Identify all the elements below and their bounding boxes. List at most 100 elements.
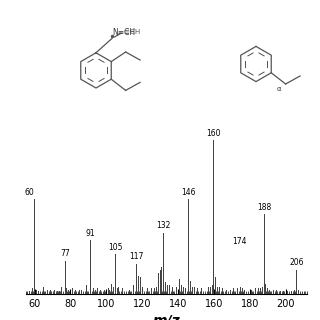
- Bar: [219, 287, 220, 294]
- Bar: [258, 288, 259, 294]
- Bar: [81, 290, 82, 294]
- Bar: [280, 291, 281, 294]
- Text: N≡CH: N≡CH: [113, 28, 136, 37]
- Bar: [111, 284, 112, 294]
- Text: 146: 146: [181, 188, 196, 196]
- Bar: [95, 290, 96, 294]
- Bar: [93, 288, 94, 294]
- Bar: [54, 290, 55, 294]
- Bar: [192, 287, 193, 294]
- Bar: [83, 287, 84, 294]
- Bar: [32, 288, 33, 294]
- Bar: [50, 290, 51, 294]
- Bar: [233, 288, 234, 294]
- Bar: [68, 290, 69, 294]
- Bar: [163, 233, 164, 294]
- Bar: [156, 287, 157, 294]
- Bar: [158, 273, 159, 294]
- Bar: [34, 199, 35, 294]
- Bar: [104, 290, 105, 294]
- Bar: [187, 287, 188, 294]
- Bar: [251, 290, 252, 294]
- Bar: [267, 288, 268, 294]
- Bar: [185, 288, 186, 294]
- Bar: [190, 281, 191, 294]
- Bar: [197, 288, 198, 294]
- Text: 174: 174: [232, 237, 246, 246]
- Bar: [65, 260, 66, 294]
- Text: α: α: [277, 86, 281, 92]
- Bar: [208, 287, 209, 294]
- Bar: [61, 287, 62, 294]
- Bar: [118, 287, 119, 294]
- Bar: [79, 290, 80, 294]
- Bar: [59, 291, 60, 294]
- Bar: [136, 264, 137, 294]
- Bar: [154, 288, 155, 294]
- Bar: [172, 287, 173, 294]
- Bar: [296, 270, 297, 294]
- Bar: [36, 290, 37, 294]
- Bar: [43, 287, 44, 294]
- Text: 206: 206: [289, 259, 304, 268]
- Bar: [210, 287, 211, 294]
- Bar: [129, 290, 130, 294]
- Bar: [169, 285, 170, 294]
- Bar: [294, 290, 295, 294]
- Bar: [244, 290, 245, 294]
- Bar: [160, 270, 161, 294]
- Bar: [183, 287, 184, 294]
- Bar: [138, 276, 139, 294]
- Text: 105: 105: [108, 243, 123, 252]
- Bar: [262, 287, 263, 294]
- Bar: [287, 291, 288, 294]
- Bar: [142, 287, 143, 294]
- Bar: [116, 288, 117, 294]
- Text: 188: 188: [257, 203, 271, 212]
- Bar: [113, 287, 114, 294]
- Bar: [38, 291, 39, 294]
- Bar: [188, 199, 189, 294]
- Bar: [298, 290, 299, 294]
- Bar: [167, 285, 168, 294]
- Bar: [215, 277, 216, 294]
- Text: 60: 60: [24, 188, 34, 196]
- Bar: [30, 291, 31, 294]
- Text: 77: 77: [60, 249, 70, 258]
- Bar: [217, 287, 218, 294]
- Bar: [86, 285, 87, 294]
- Bar: [140, 277, 141, 294]
- Bar: [222, 288, 223, 294]
- Bar: [269, 290, 270, 294]
- Bar: [151, 288, 152, 294]
- Bar: [181, 285, 182, 294]
- Bar: [255, 288, 256, 294]
- Text: 117: 117: [130, 252, 144, 261]
- Bar: [47, 290, 48, 294]
- Bar: [97, 288, 98, 294]
- Bar: [276, 290, 277, 294]
- Text: 132: 132: [156, 221, 171, 230]
- Bar: [242, 288, 243, 294]
- X-axis label: m/z: m/z: [153, 313, 180, 320]
- Bar: [291, 291, 292, 294]
- Text: 91: 91: [85, 229, 95, 238]
- Bar: [90, 240, 91, 294]
- Bar: [165, 282, 166, 294]
- Bar: [57, 291, 58, 294]
- Bar: [115, 254, 116, 294]
- Bar: [201, 288, 202, 294]
- Text: $\!\!\equiv\!$CH: $\!\!\equiv\!$CH: [124, 27, 141, 36]
- Bar: [133, 285, 134, 294]
- Bar: [100, 290, 101, 294]
- Text: 160: 160: [207, 129, 221, 138]
- Bar: [29, 291, 30, 294]
- Bar: [72, 288, 73, 294]
- Bar: [39, 288, 40, 294]
- Bar: [237, 288, 238, 294]
- Bar: [213, 140, 214, 294]
- Bar: [226, 290, 227, 294]
- Bar: [240, 287, 241, 294]
- Bar: [109, 290, 110, 294]
- Bar: [264, 214, 265, 294]
